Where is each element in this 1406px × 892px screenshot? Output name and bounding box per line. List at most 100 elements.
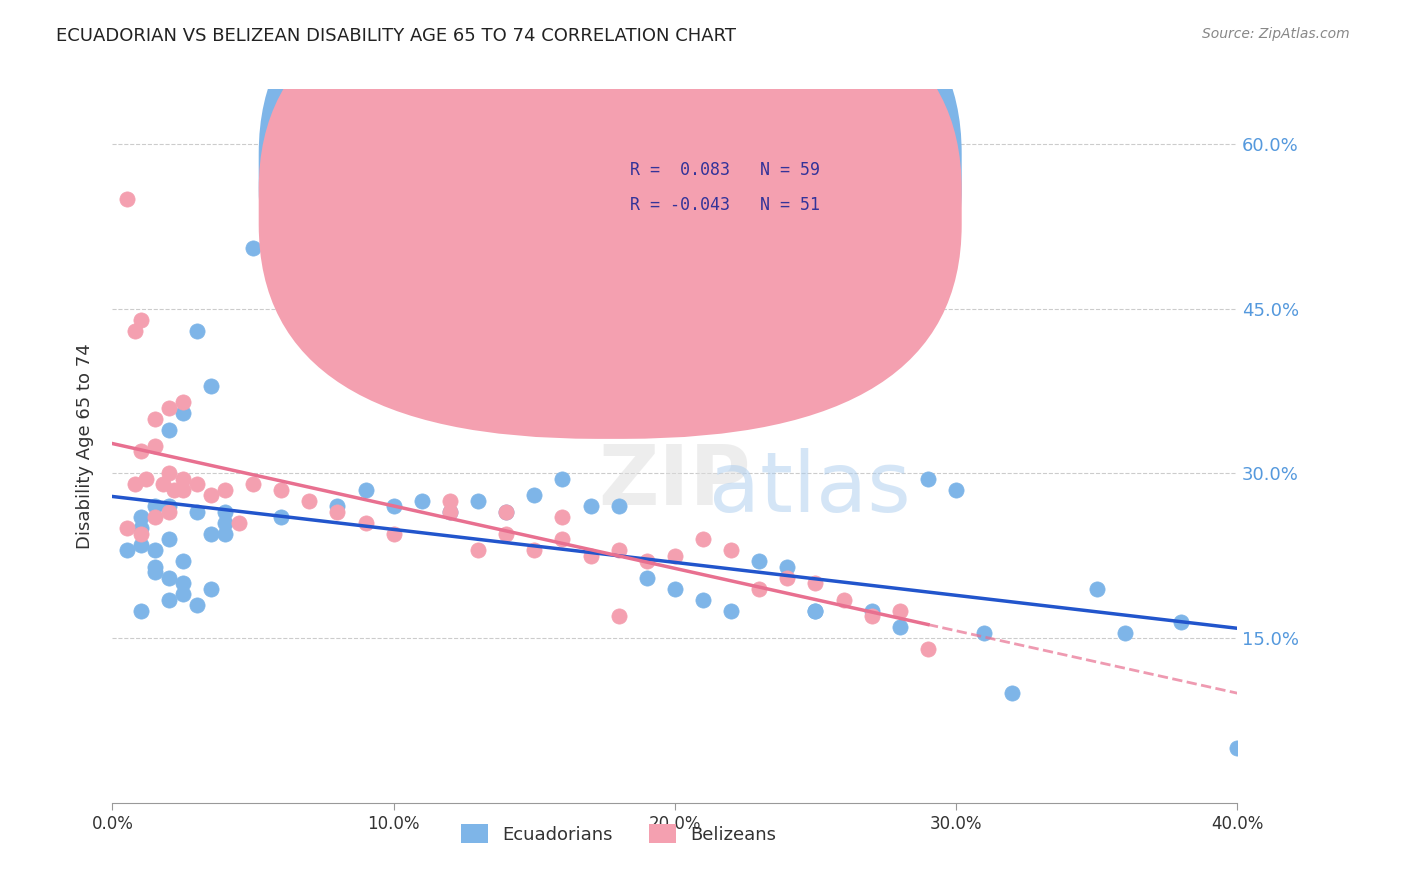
Point [579,549,602,563]
Point [157,533,180,547]
Point [411,494,433,508]
Point [607,609,630,624]
Point [523,488,546,502]
Point [270,274,292,288]
Text: atlas: atlas [709,449,911,529]
Point [270,510,292,524]
Text: R = -0.043   N = 51: R = -0.043 N = 51 [630,196,820,214]
Point [143,411,166,425]
Point [973,625,995,640]
Point [1170,615,1192,629]
Point [860,604,883,618]
Point [172,554,194,568]
Point [157,467,180,481]
Point [917,472,939,486]
Point [636,571,658,585]
Text: Source: ZipAtlas.com: Source: ZipAtlas.com [1202,27,1350,41]
FancyBboxPatch shape [259,0,962,439]
Point [115,543,138,558]
Point [664,549,686,563]
Point [214,526,236,541]
Point [172,587,194,601]
Point [467,543,489,558]
Point [124,477,146,491]
Point [157,505,180,519]
Point [326,500,349,514]
Point [551,472,574,486]
Text: ECUADORIAN VS BELIZEAN DISABILITY AGE 65 TO 74 CORRELATION CHART: ECUADORIAN VS BELIZEAN DISABILITY AGE 65… [56,27,737,45]
Point [523,543,546,558]
Point [551,510,574,524]
Point [129,312,152,326]
Point [143,566,166,580]
Point [172,472,194,486]
Point [495,505,517,519]
Point [172,576,194,591]
Point [200,488,222,502]
Point [804,576,827,591]
Point [186,598,208,612]
Point [495,526,517,541]
Point [163,483,186,497]
Point [143,510,166,524]
Point [1001,686,1024,700]
Point [776,559,799,574]
Point [200,582,222,596]
Text: R =  0.083   N = 59: R = 0.083 N = 59 [630,161,820,178]
Point [467,494,489,508]
Point [124,324,146,338]
Point [354,516,377,530]
FancyBboxPatch shape [259,0,962,403]
Point [748,582,770,596]
Point [186,505,208,519]
Point [200,378,222,392]
Point [804,604,827,618]
Point [214,505,236,519]
Point [157,500,180,514]
Point [242,477,264,491]
Point [748,554,770,568]
Point [692,533,714,547]
Point [157,592,180,607]
Point [172,395,194,409]
Point [692,592,714,607]
Point [832,592,855,607]
Point [1226,740,1249,755]
Point [945,483,967,497]
Point [186,477,208,491]
Point [129,510,152,524]
Point [439,494,461,508]
Point [242,241,264,255]
Point [636,554,658,568]
Point [607,543,630,558]
Point [579,500,602,514]
Point [270,483,292,497]
Point [326,505,349,519]
FancyBboxPatch shape [574,139,877,239]
Point [186,324,208,338]
Point [889,620,911,634]
Legend: Ecuadorians, Belizeans: Ecuadorians, Belizeans [454,817,783,851]
Point [298,494,321,508]
Point [439,505,461,519]
Point [143,559,166,574]
Point [129,444,152,458]
Point [228,516,250,530]
Point [214,516,236,530]
Point [804,604,827,618]
Point [439,505,461,519]
Point [115,192,138,206]
Point [889,604,911,618]
Point [129,538,152,552]
Text: ZIP: ZIP [599,442,751,522]
Point [354,483,377,497]
Point [1085,582,1108,596]
Point [129,526,152,541]
Point [860,609,883,624]
Point [214,483,236,497]
Point [917,642,939,657]
Point [129,604,152,618]
Point [382,526,405,541]
Point [172,483,194,497]
Point [152,477,174,491]
